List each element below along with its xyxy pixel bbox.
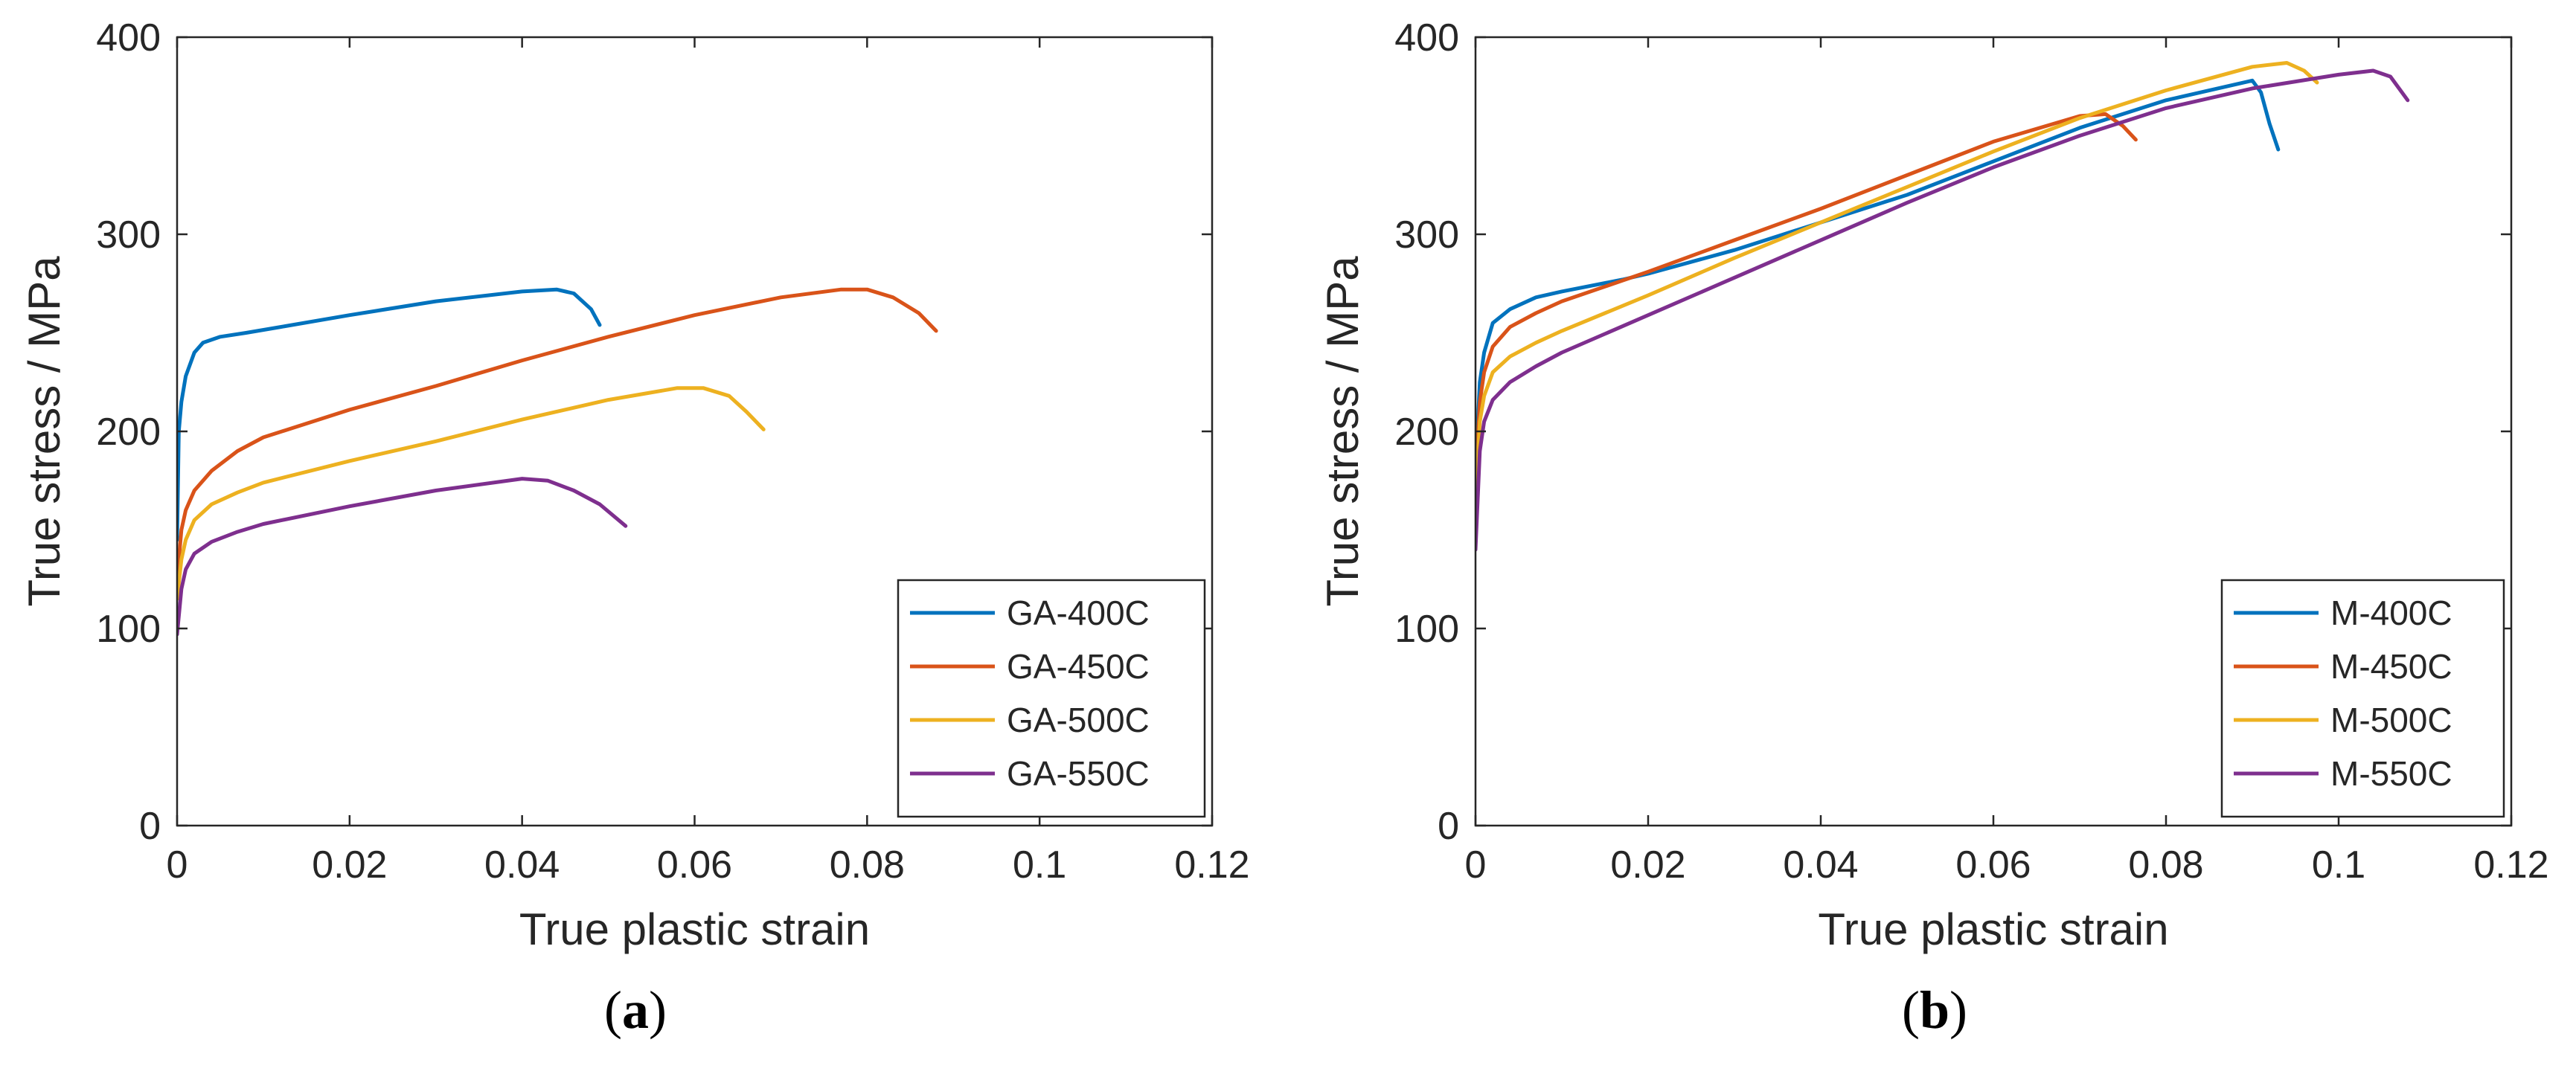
y-tick-label: 200 [1394,411,1459,454]
legend-label: M-400C [2330,594,2452,632]
legend-label: GA-450C [1007,647,1150,686]
x-tick-label: 0.12 [2473,843,2548,887]
series-lines [1476,61,2410,552]
series-line-m-500c [1476,61,2319,503]
x-tick-label: 0.06 [1955,843,2031,887]
x-tick-label: 0.08 [830,843,905,887]
x-tick-label: 0.1 [2312,843,2365,887]
y-tick-label: 0 [1438,805,1459,848]
legend: GA-400C GA-450C GA-500C GA-550C [897,579,1206,818]
y-axis-label: True stress / MPa [19,256,69,607]
x-axis-label: True plastic strain [1818,904,2168,954]
legend: M-400C M-450C M-500C M-550C [2220,579,2505,818]
y-tick-label: 100 [1394,608,1459,651]
legend-box [2220,579,2505,818]
panel-label-open: ( [1902,980,1920,1040]
series-line-ga-400c [177,287,602,542]
y-tick-label: 0 [139,805,161,848]
legend-label: M-450C [2330,647,2452,686]
series-line-m-550c [1476,68,2410,552]
chart-b: 0 0.02 0.04 0.06 0.08 0.1 0.12 0 100 200 300 400 Tru… [1318,16,2549,1040]
x-tick-label: 0.12 [1174,843,1249,887]
panel-label-close: ) [649,980,667,1040]
legend-label: M-500C [2330,701,2452,739]
legend-label: M-550C [2330,754,2452,793]
series-line-m-400c [1476,78,2281,473]
legend-box [897,579,1206,818]
panel-label-close: ) [1949,980,1967,1040]
panel-label-open: ( [604,980,622,1040]
x-tick-label: 0.02 [1610,843,1685,887]
x-tick-label: 0.02 [312,843,387,887]
series-lines [177,287,938,637]
x-tick-label: 0.06 [657,843,732,887]
x-tick-label: 0 [167,843,188,887]
y-tick-label: 300 [1394,213,1459,257]
y-tick-label: 400 [1394,16,1459,60]
panel-label-letter: a [622,980,649,1040]
x-tick-label: 0.04 [484,843,560,887]
panel-label: (b) [1902,980,1967,1040]
y-tick-label: 400 [96,16,161,60]
x-axis-label: True plastic strain [519,904,870,954]
y-tick-label: 300 [96,213,161,257]
legend-label: GA-400C [1007,594,1150,632]
y-tick-label: 100 [96,608,161,651]
x-tick-label: 0.04 [1783,843,1858,887]
series-line-ga-450c [177,287,938,582]
y-axis-label: True stress / MPa [1318,256,1368,607]
legend-label: GA-500C [1007,701,1150,739]
legend-label: GA-550C [1007,754,1150,793]
chart-a: 0 0.02 0.04 0.06 0.08 0.1 0.12 0 100 200 300 400 Tru… [19,16,1250,1040]
x-tick-label: 0.1 [1013,843,1066,887]
series-line-ga-500c [177,386,766,601]
panel-label-letter: b [1920,980,1949,1040]
series-line-ga-550c [177,477,628,637]
y-tick-label: 200 [96,411,161,454]
x-tick-label: 0 [1465,843,1487,887]
panel-label: (a) [604,980,667,1040]
x-tick-label: 0.08 [2128,843,2203,887]
